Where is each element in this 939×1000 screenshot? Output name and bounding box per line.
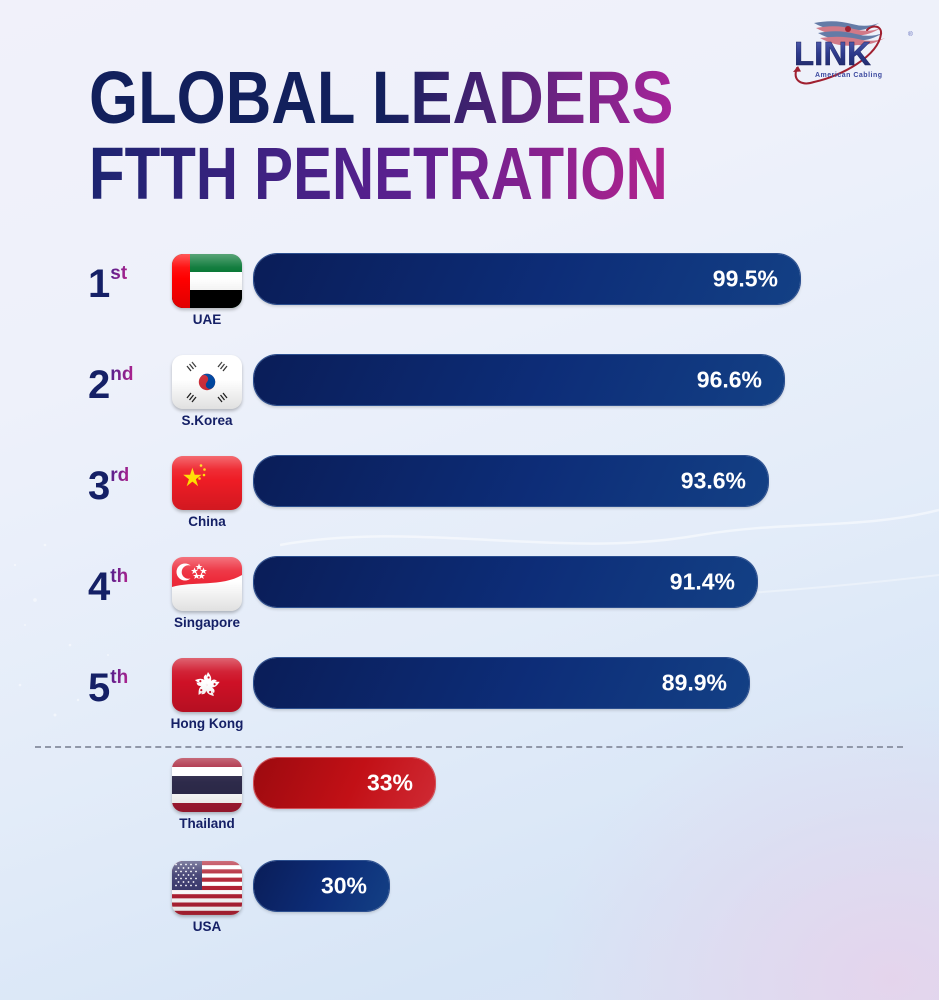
svg-text:American Cabling: American Cabling: [815, 72, 883, 79]
svg-text:®: ®: [908, 30, 913, 38]
svg-text:LINK: LINK: [794, 35, 871, 72]
